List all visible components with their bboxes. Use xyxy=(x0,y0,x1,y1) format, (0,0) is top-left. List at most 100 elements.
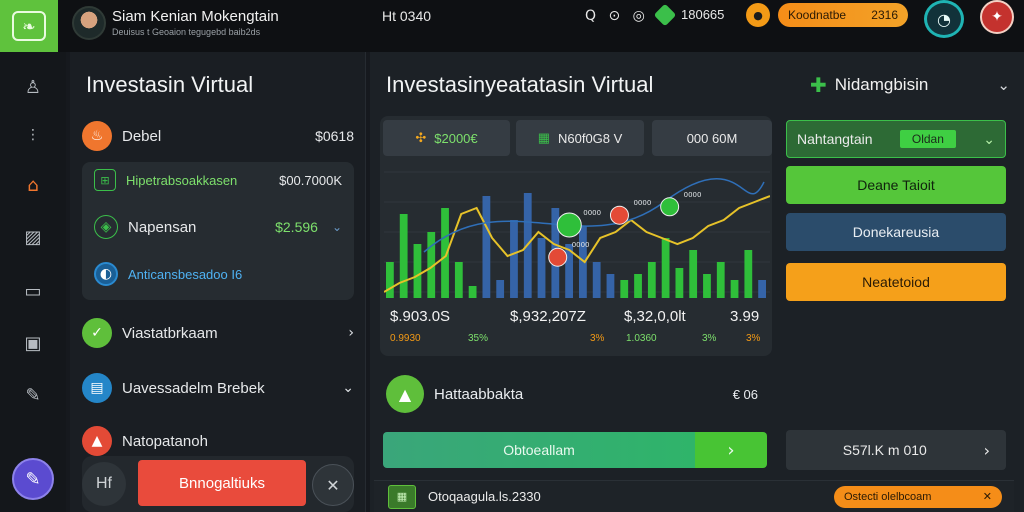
chart-bar[interactable] xyxy=(730,280,739,298)
cross-icon: ✚ xyxy=(810,73,827,97)
list-item[interactable]: ⊞ Hipetrabsoakkasen $00.7000K xyxy=(82,169,354,191)
footer-pill[interactable]: Ostecti olelbcoam ✕ xyxy=(834,485,1002,508)
chart-bar[interactable] xyxy=(386,262,394,298)
chart-bar[interactable] xyxy=(413,244,422,298)
bag-icon: ▲ xyxy=(82,426,112,456)
globe-icon: ◈ xyxy=(94,215,118,239)
home-icon[interactable]: ⌂ xyxy=(27,174,39,196)
chart-bar[interactable] xyxy=(482,196,491,298)
navy-action-button[interactable]: Donekareusia xyxy=(786,213,1006,251)
stat-pill[interactable]: ✣ $2000€ xyxy=(383,120,510,156)
pill-label: Koodnatbe xyxy=(788,8,847,22)
wallet-icon: ▦ xyxy=(537,130,550,145)
chevron-right-icon[interactable]: › xyxy=(348,325,354,341)
chart-bar[interactable] xyxy=(468,286,477,298)
chart-node-label: 0000 xyxy=(684,191,702,199)
chevron-right-icon: › xyxy=(983,440,990,460)
profile-circle-button[interactable]: ◔ xyxy=(924,0,964,38)
image-icon[interactable]: ▣ xyxy=(24,332,42,354)
chart-value: 3.99 xyxy=(730,308,760,325)
green-action-button[interactable]: Deane Taioit xyxy=(786,166,1006,204)
chart-node[interactable] xyxy=(660,197,680,217)
list-item[interactable]: ✓ Viastatbrkaam › xyxy=(82,318,354,348)
chart-bar[interactable] xyxy=(689,250,698,298)
shield-icon: ▲ xyxy=(386,375,424,413)
orange-action-button[interactable]: Neatetoiod xyxy=(786,263,1006,301)
avatar[interactable] xyxy=(72,6,106,40)
chart-bar[interactable] xyxy=(606,274,615,298)
coordinate-pill[interactable]: Koodnatbe 2316 xyxy=(778,3,908,27)
chart-bar[interactable] xyxy=(634,274,642,298)
list-item-label: Debel xyxy=(122,127,162,145)
list-item-value: $0618 xyxy=(315,128,354,144)
stat-pill[interactable]: ▦ N60f0G8 V xyxy=(516,120,644,156)
chart-bar[interactable] xyxy=(592,262,601,298)
list-item[interactable]: ◐ Anticansbesadoo I6 xyxy=(82,262,354,286)
list-item[interactable]: ▤ Uavessadelm Brebek ⌄ xyxy=(82,373,354,403)
dropdown-value: Nidamgbisin xyxy=(834,75,929,94)
more-icon[interactable]: ⋮ xyxy=(26,127,40,143)
chart-bar[interactable] xyxy=(537,238,546,298)
period-select[interactable]: Nahtangtain Oldan ⌄ xyxy=(786,120,1006,158)
left-panel-title: Investasin Virtual xyxy=(86,72,254,97)
chart-bar[interactable] xyxy=(620,280,629,298)
list-item[interactable]: ◈ Napensan $2.596 ⌄ xyxy=(82,215,354,239)
chart-bar[interactable] xyxy=(496,280,505,298)
price-chart[interactable]: 0000 0000 0000 0000 xyxy=(384,162,770,302)
chart-node[interactable] xyxy=(556,212,582,238)
chart-sub-value: 3% xyxy=(590,333,605,344)
list-item[interactable]: ♨ Debel $0618 xyxy=(82,121,354,151)
footer-pill-label: Ostecti olelbcoam xyxy=(844,490,932,503)
hd-button[interactable]: Hf xyxy=(82,462,126,506)
stat-value: N60f0G8 V xyxy=(557,130,623,146)
chevron-down-icon: ⌄ xyxy=(983,130,995,147)
list-item-label: Uavessadelm Brebek xyxy=(122,379,265,397)
coin-icon[interactable]: ● xyxy=(746,3,770,27)
chart-bar[interactable] xyxy=(716,262,725,298)
profile-icon[interactable]: ♙ xyxy=(24,76,42,98)
chart-bar[interactable] xyxy=(675,268,684,298)
chart-bar[interactable] xyxy=(661,238,670,298)
leaf-icon: ❧ xyxy=(12,11,46,41)
close-button[interactable]: ✕ xyxy=(312,464,354,506)
main-dropdown[interactable]: ✚ Nidamgbisin ⌄ xyxy=(810,70,1010,100)
select-value: Oldan xyxy=(899,130,956,148)
chart-value: $,932,207Z xyxy=(510,308,586,325)
chart-bar[interactable] xyxy=(399,214,408,298)
toolbar-icons[interactable]: Q ⊙ ◎ xyxy=(585,8,649,24)
chart-bar[interactable] xyxy=(510,220,518,298)
chart-bar[interactable] xyxy=(579,226,587,298)
chart-node-label: 0000 xyxy=(633,199,651,207)
chart-node[interactable] xyxy=(548,247,568,267)
chart-bar[interactable] xyxy=(744,250,753,298)
progress-button[interactable]: Obtoeallam › xyxy=(383,432,767,468)
stat-pill[interactable]: 000 60M xyxy=(652,120,772,156)
footer-label: Otoqaagula.ls.2330 xyxy=(428,489,541,504)
stat-value: $2000€ xyxy=(434,130,478,146)
list-item-value: $00.7000K xyxy=(279,172,342,188)
compose-button[interactable]: ✎ xyxy=(12,458,54,500)
chart-bar[interactable] xyxy=(647,262,656,298)
chart-node[interactable] xyxy=(609,205,629,225)
chart-icon[interactable]: ▨ xyxy=(24,226,42,248)
list-item[interactable]: ▲ Natopatanoh xyxy=(82,426,354,456)
chart-bar[interactable] xyxy=(703,274,711,298)
chart-bar[interactable] xyxy=(454,262,463,298)
chart-bar[interactable] xyxy=(565,244,573,298)
primary-red-button[interactable]: Bnnogaltiuks xyxy=(138,460,306,506)
chevron-down-icon[interactable]: ⌄ xyxy=(342,380,354,396)
next-button[interactable]: S57l.K m 010 › xyxy=(786,430,1006,470)
balance-text: 180665 xyxy=(681,7,725,22)
chart-bar[interactable] xyxy=(758,280,766,298)
asset-card[interactable]: ▲ Hattaabbakta € 06 xyxy=(380,368,772,420)
chart-line[interactable] xyxy=(384,195,770,293)
pen-icon[interactable]: ✎ xyxy=(25,384,41,406)
monitor-icon[interactable]: ▭ xyxy=(24,280,42,302)
chart-bar[interactable] xyxy=(427,232,436,298)
arrow-right-icon: › xyxy=(695,432,767,468)
chart-bar[interactable] xyxy=(441,208,449,298)
sidebar-rail: ♙ ⋮ ⌂ ▨ ▭ ▣ ✎ xyxy=(0,52,66,512)
notification-button[interactable]: ✦ xyxy=(980,0,1014,34)
app-logo[interactable]: ❧ xyxy=(0,0,58,52)
chevron-down-icon[interactable]: ⌄ xyxy=(331,220,342,234)
